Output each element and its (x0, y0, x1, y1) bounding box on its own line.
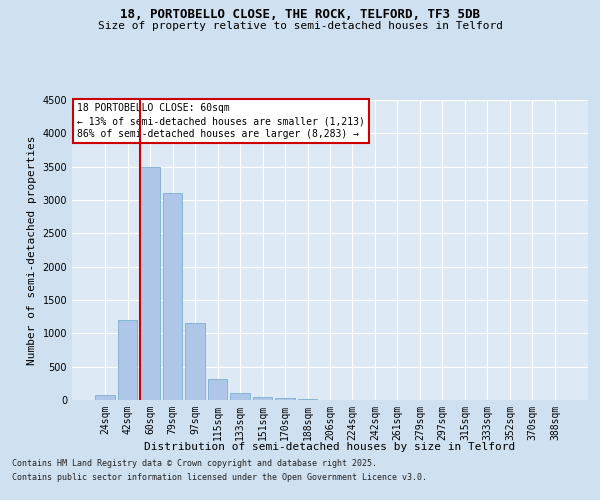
Text: 18, PORTOBELLO CLOSE, THE ROCK, TELFORD, TF3 5DB: 18, PORTOBELLO CLOSE, THE ROCK, TELFORD,… (120, 8, 480, 20)
Bar (118, 320, 137, 400)
Text: Distribution of semi-detached houses by size in Telford: Distribution of semi-detached houses by … (145, 442, 515, 452)
Bar (230, 392, 250, 400)
Text: Contains public sector information licensed under the Open Government Licence v3: Contains public sector information licen… (12, 474, 427, 482)
Bar (208, 380, 227, 400)
Bar (95, 394, 115, 400)
Bar (140, 166, 160, 400)
Bar (163, 194, 182, 400)
Text: 18 PORTOBELLO CLOSE: 60sqm
← 13% of semi-detached houses are smaller (1,213)
86%: 18 PORTOBELLO CLOSE: 60sqm ← 13% of semi… (77, 103, 365, 140)
Bar (275, 398, 295, 400)
Bar (253, 396, 272, 400)
Text: Contains HM Land Registry data © Crown copyright and database right 2025.: Contains HM Land Registry data © Crown c… (12, 458, 377, 468)
Bar (185, 324, 205, 400)
Y-axis label: Number of semi-detached properties: Number of semi-detached properties (27, 135, 37, 365)
Text: Size of property relative to semi-detached houses in Telford: Size of property relative to semi-detach… (97, 21, 503, 31)
